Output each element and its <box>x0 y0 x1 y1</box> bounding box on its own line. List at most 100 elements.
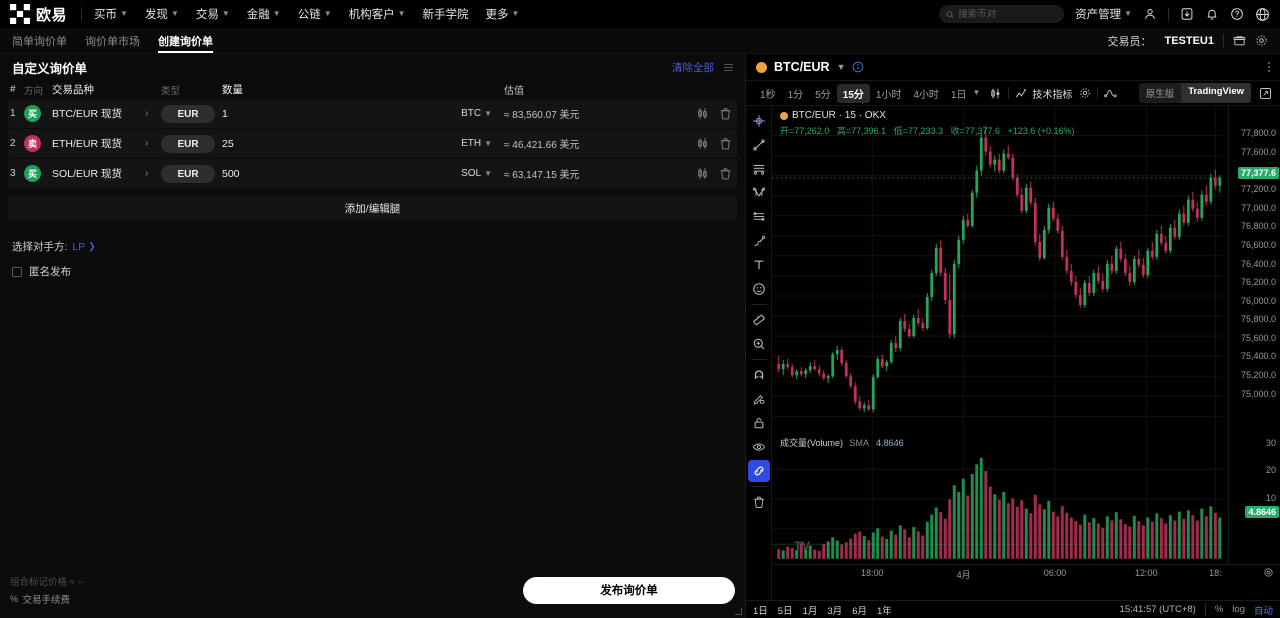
nav-item-institutional[interactable]: 机构客户 ▼ <box>349 6 406 22</box>
panel-drag-handle[interactable] <box>724 63 733 71</box>
remove-drawings-trash-icon[interactable] <box>748 491 770 513</box>
range-1d[interactable]: 1日 <box>753 605 768 617</box>
tab-rfq-market[interactable]: 询价单市场 <box>85 28 140 53</box>
currency-type-pill[interactable]: EUR <box>161 135 215 154</box>
chart-type-candle-icon[interactable] <box>989 87 1002 100</box>
download-icon[interactable] <box>1180 7 1194 21</box>
timeframe-1m[interactable]: 1分 <box>787 89 804 101</box>
emoji-sticker-icon[interactable] <box>748 278 770 300</box>
view-mode-tradingview[interactable]: TradingView <box>1181 83 1251 103</box>
candlestick-icon[interactable] <box>696 167 709 180</box>
pane-resize-grip[interactable] <box>735 608 742 615</box>
range-3m[interactable]: 3月 <box>827 605 843 617</box>
symbol-selector-chevron-icon[interactable]: › <box>145 168 149 179</box>
compare-symbols-icon[interactable] <box>1104 87 1118 99</box>
search-input[interactable] <box>958 8 1058 20</box>
counterparty-value[interactable]: LP <box>72 240 86 253</box>
timeframe-1h[interactable]: 1小时 <box>875 89 902 101</box>
chevron-down-icon[interactable]: ▼ <box>836 62 846 72</box>
mark-price-value: ≈ -- <box>69 577 84 588</box>
tab-create-rfq[interactable]: 创建询价单 <box>158 28 213 53</box>
add-edit-leg-button[interactable]: 添加/编辑腿 <box>8 195 737 221</box>
measure-ruler-icon[interactable] <box>748 309 770 331</box>
publish-rfq-button[interactable]: 发布询价单 <box>523 576 735 604</box>
delete-row-trash-icon[interactable] <box>719 137 732 150</box>
scale-percent-toggle[interactable]: % <box>1214 604 1224 615</box>
help-icon[interactable] <box>1230 7 1244 21</box>
indicators-label[interactable]: 技术指标 <box>1032 89 1073 101</box>
zoom-in-icon[interactable] <box>748 333 770 355</box>
range-1y[interactable]: 1年 <box>876 605 892 617</box>
hide-drawings-eye-icon[interactable] <box>748 436 770 458</box>
scale-log-toggle[interactable]: log <box>1232 604 1245 615</box>
chart-plot-area[interactable]: TV BTC/EUR · 15 · OKX 开=77,262.0 高=77,39… <box>772 106 1280 600</box>
quantity-input[interactable]: 1 <box>222 107 228 120</box>
nav-item-discover[interactable]: 发现 ▼ <box>145 6 179 22</box>
range-6m[interactable]: 6月 <box>852 605 867 617</box>
quantity-input[interactable]: 500 <box>222 167 240 180</box>
chevron-right-icon[interactable]: ❯ <box>88 241 96 251</box>
pair-info-icon[interactable] <box>852 61 864 73</box>
settings-gear-icon[interactable] <box>1255 34 1268 47</box>
timeframe-more-chevron-icon[interactable]: ▼ <box>972 88 981 97</box>
drawing-mode-pencil-icon[interactable] <box>748 388 770 410</box>
okx-logo[interactable]: 欧易 <box>10 4 67 25</box>
unit-selector[interactable]: ETH ▼ <box>442 138 492 149</box>
horizontal-lines-icon[interactable] <box>748 158 770 180</box>
timeframe-5m[interactable]: 5分 <box>815 89 831 101</box>
direction-badge-buy[interactable]: 买 <box>24 165 41 182</box>
range-5d[interactable]: 5日 <box>777 605 793 617</box>
search-box[interactable] <box>939 5 1065 23</box>
brush-icon[interactable] <box>748 230 770 252</box>
trend-line-icon[interactable] <box>748 134 770 156</box>
fullscreen-icon[interactable] <box>1259 87 1272 100</box>
timeframe-15m[interactable]: 15分 <box>836 83 870 103</box>
anonymous-checkbox[interactable] <box>12 266 22 277</box>
sync-drawings-link-icon[interactable] <box>747 460 770 482</box>
nav-item-buy-crypto[interactable]: 买币 ▼ <box>94 6 128 22</box>
currency-type-pill[interactable]: EUR <box>161 105 215 124</box>
timeframe-1d[interactable]: 1日 <box>950 89 967 101</box>
delete-row-trash-icon[interactable] <box>719 107 732 120</box>
candlestick-icon[interactable] <box>696 107 709 120</box>
nav-item-academy[interactable]: 新手学院 <box>423 6 469 22</box>
nav-item-chain[interactable]: 公链 ▼ <box>298 6 332 22</box>
unit-selector[interactable]: SOL ▼ <box>442 168 492 179</box>
chart-more-menu-icon[interactable] <box>1268 62 1270 72</box>
unit-selector[interactable]: BTC ▼ <box>442 108 492 119</box>
lock-drawings-icon[interactable] <box>748 412 770 434</box>
range-1m[interactable]: 1月 <box>802 605 818 617</box>
clear-all-button[interactable]: 清除全部 <box>672 61 714 74</box>
indicators-chart-icon[interactable] <box>1015 87 1028 100</box>
direction-badge-sell[interactable]: 卖 <box>24 135 41 152</box>
user-account-icon[interactable] <box>1143 7 1157 21</box>
magnet-icon[interactable] <box>748 364 770 386</box>
pitchfork-icon[interactable] <box>748 182 770 204</box>
price-axis[interactable]: 77,800.077,600.077,400.077,200.077,000.0… <box>1228 106 1280 564</box>
timeframe-1s[interactable]: 1秒 <box>760 89 776 101</box>
gift-icon[interactable] <box>1233 34 1246 47</box>
asset-management-menu[interactable]: 资产管理 ▼ <box>1075 6 1132 22</box>
time-axis[interactable]: 18:00 4月 06:00 12:00 18: <box>772 564 1280 582</box>
delete-row-trash-icon[interactable] <box>719 167 732 180</box>
notification-bell-icon[interactable] <box>1205 7 1219 21</box>
fibonacci-retracement-icon[interactable] <box>748 206 770 228</box>
currency-type-pill[interactable]: EUR <box>161 165 215 184</box>
language-globe-icon[interactable] <box>1255 7 1270 22</box>
time-axis-settings-icon[interactable] <box>1263 567 1274 578</box>
candlestick-icon[interactable] <box>696 137 709 150</box>
timeframe-4h[interactable]: 4小时 <box>913 89 939 101</box>
scale-auto-toggle[interactable]: 自动 <box>1253 605 1273 617</box>
nav-item-more[interactable]: 更多 ▼ <box>486 6 520 22</box>
nav-item-finance[interactable]: 金融 ▼ <box>247 6 281 22</box>
nav-item-trade[interactable]: 交易 ▼ <box>196 6 230 22</box>
text-tool-icon[interactable] <box>748 254 770 276</box>
symbol-selector-chevron-icon[interactable]: › <box>145 138 149 149</box>
quantity-input[interactable]: 25 <box>222 137 234 150</box>
direction-badge-buy[interactable]: 买 <box>24 105 41 122</box>
symbol-selector-chevron-icon[interactable]: › <box>145 108 149 119</box>
tab-simple-rfq[interactable]: 简单询价单 <box>12 28 67 53</box>
indicator-settings-gear-icon[interactable] <box>1079 87 1091 99</box>
crosshair-cursor-icon[interactable] <box>748 110 770 132</box>
view-mode-native[interactable]: 原生版 <box>1145 89 1175 100</box>
